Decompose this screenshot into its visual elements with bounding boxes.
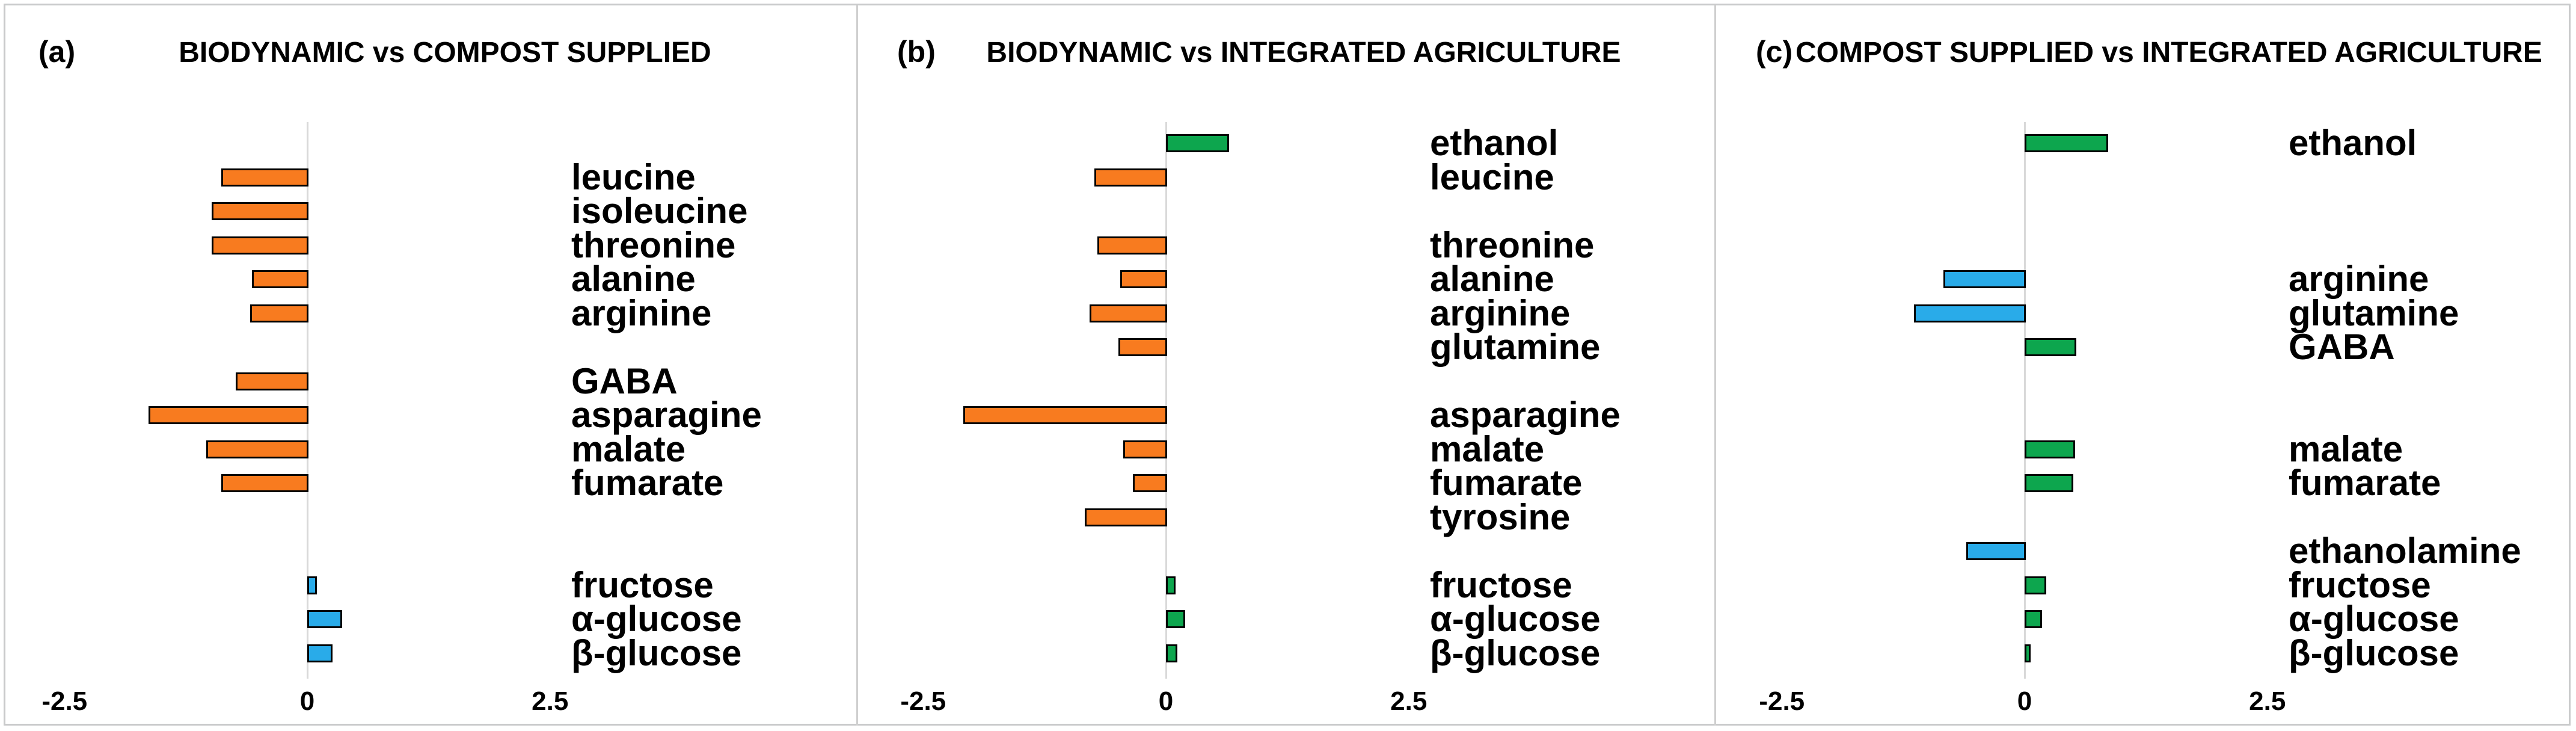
category-label-α-glucose: α-glucose [1430, 599, 1601, 639]
bar-isoleucine [211, 202, 308, 220]
category-label-asparagine: asparagine [571, 395, 762, 435]
bar-tyrosine [1084, 508, 1167, 526]
category-label-malate: malate [2289, 428, 2403, 469]
category-label-leucine: leucine [571, 156, 696, 197]
panel-divider [1714, 5, 1716, 726]
bar-β-glucose [307, 644, 333, 662]
bar-α-glucose [307, 610, 343, 628]
bar-leucine [221, 168, 308, 187]
bar-malate [206, 440, 308, 458]
panel-letter-a: (a) [38, 35, 76, 69]
bar-arginine [1089, 304, 1167, 322]
bar-fructose [307, 576, 317, 594]
bar-asparagine [148, 406, 308, 424]
zero-axis-line [2024, 122, 2026, 679]
category-label-fumarate: fumarate [1430, 463, 1583, 503]
x-tick-label: -2.5 [1759, 686, 1805, 716]
x-tick-label: 0 [2017, 686, 2032, 716]
panel-divider [856, 5, 858, 726]
category-label-arginine: arginine [571, 292, 712, 333]
bar-asparagine [963, 406, 1167, 424]
bar-fructose [2025, 576, 2046, 594]
category-label-threonine: threonine [1430, 224, 1595, 265]
category-label-glutamine: glutamine [1430, 327, 1601, 367]
bar-glutamine [1914, 304, 2026, 322]
category-label-asparagine: asparagine [1430, 395, 1621, 435]
category-label-fumarate: fumarate [2289, 463, 2441, 503]
bar-malate [2025, 440, 2075, 458]
category-label-alanine: alanine [571, 259, 696, 299]
category-label-fructose: fructose [2289, 564, 2431, 605]
category-label-β-glucose: β-glucose [571, 632, 742, 673]
x-tick-label: 2.5 [532, 686, 569, 716]
bar-arginine [1943, 270, 2026, 288]
panel-title-c: COMPOST SUPPLIED vs INTEGRATED AGRICULTU… [1796, 37, 2542, 69]
bar-ethanolamine [1966, 542, 2026, 560]
category-label-ethanol: ethanol [1430, 123, 1559, 163]
category-label-arginine: arginine [1430, 292, 1571, 333]
bar-β-glucose [1166, 644, 1178, 662]
bar-ethanol [1166, 134, 1229, 152]
category-label-arginine: arginine [2289, 259, 2429, 299]
x-tick-label: 2.5 [2249, 686, 2286, 716]
panel-b: (b) BIODYNAMIC vs INTEGRATED AGRICULTURE… [859, 0, 1717, 731]
bar-α-glucose [1166, 610, 1186, 628]
category-label-isoleucine: isoleucine [571, 191, 748, 231]
category-label-leucine: leucine [1430, 156, 1554, 197]
bar-β-glucose [2025, 644, 2031, 662]
category-label-GABA: GABA [571, 360, 678, 401]
x-tick-label: 2.5 [1390, 686, 1428, 716]
bar-malate [1123, 440, 1167, 458]
bar-arginine [250, 304, 308, 322]
bar-fructose [1166, 576, 1176, 594]
bar-fumarate [2025, 474, 2073, 492]
category-label-ethanol: ethanol [2289, 123, 2417, 163]
bar-fumarate [1133, 474, 1167, 492]
category-label-tyrosine: tyrosine [1430, 496, 1571, 537]
bar-α-glucose [2025, 610, 2043, 628]
category-label-fructose: fructose [571, 564, 714, 605]
panel-c: (c) COMPOST SUPPLIED vs INTEGRATED AGRIC… [1717, 0, 2576, 731]
category-label-β-glucose: β-glucose [2289, 632, 2459, 673]
panel-title-b: BIODYNAMIC vs INTEGRATED AGRICULTURE [986, 37, 1621, 69]
zero-axis-line [1165, 122, 1167, 679]
category-label-malate: malate [571, 428, 686, 469]
zero-axis-line [307, 122, 308, 679]
x-tick-label: -2.5 [41, 686, 88, 716]
category-label-glutamine: glutamine [2289, 292, 2459, 333]
x-tick-label: 0 [299, 686, 315, 716]
category-label-threonine: threonine [571, 224, 736, 265]
bar-fumarate [221, 474, 308, 492]
category-label-fructose: fructose [1430, 564, 1572, 605]
bar-threonine [1097, 236, 1167, 254]
panel-title-a: BIODYNAMIC vs COMPOST SUPPLIED [179, 37, 711, 69]
category-label-ethanolamine: ethanolamine [2289, 531, 2521, 571]
category-label-GABA: GABA [2289, 327, 2395, 367]
panel-letter-b: (b) [897, 35, 936, 69]
bar-leucine [1094, 168, 1167, 187]
x-tick-label: 0 [1158, 686, 1174, 716]
x-tick-label: -2.5 [900, 686, 946, 716]
category-label-fumarate: fumarate [571, 463, 724, 503]
bar-glutamine [1118, 338, 1167, 356]
bar-ethanol [2025, 134, 2108, 152]
category-label-α-glucose: α-glucose [571, 599, 742, 639]
panel-a: (a) BIODYNAMIC vs COMPOST SUPPLIED leuci… [0, 0, 859, 731]
bar-GABA [2025, 338, 2076, 356]
category-label-β-glucose: β-glucose [1430, 632, 1601, 673]
bar-alanine [1120, 270, 1167, 288]
category-label-α-glucose: α-glucose [2289, 599, 2459, 639]
bar-threonine [211, 236, 308, 254]
panel-letter-c: (c) [1756, 35, 1793, 69]
category-label-alanine: alanine [1430, 259, 1554, 299]
category-label-malate: malate [1430, 428, 1545, 469]
bar-GABA [235, 372, 308, 390]
bar-alanine [252, 270, 308, 288]
